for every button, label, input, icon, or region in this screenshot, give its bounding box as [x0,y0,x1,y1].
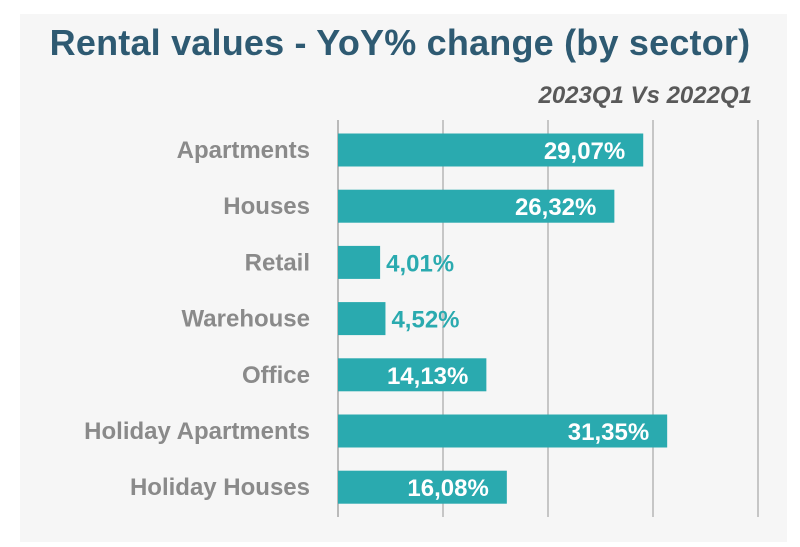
category-label: Houses [223,193,310,220]
category-label: Holiday Houses [130,474,310,501]
chart-background [20,14,787,542]
bar [338,245,381,279]
data-label: 31,35% [568,419,649,446]
bar [338,133,644,167]
data-label: 4,01% [386,250,454,277]
data-label: 29,07% [544,138,625,165]
data-label: 16,08% [407,475,488,502]
category-label: Retail [245,249,310,276]
data-label: 26,32% [515,194,596,221]
category-label: Warehouse [182,306,310,333]
category-label: Office [242,362,310,389]
data-label: 14,13% [387,363,468,390]
chart-title: Rental values - YoY% change (by sector) [49,22,751,63]
bar [338,414,668,448]
bar [338,470,507,504]
bar [338,189,615,223]
category-label: Holiday Apartments [84,418,310,445]
chart-subtitle: 2023Q1 Vs 2022Q1 [538,82,752,109]
bar [338,302,386,336]
data-label: 4,52% [391,307,459,334]
category-label: Apartments [177,137,310,164]
bar [338,358,487,392]
